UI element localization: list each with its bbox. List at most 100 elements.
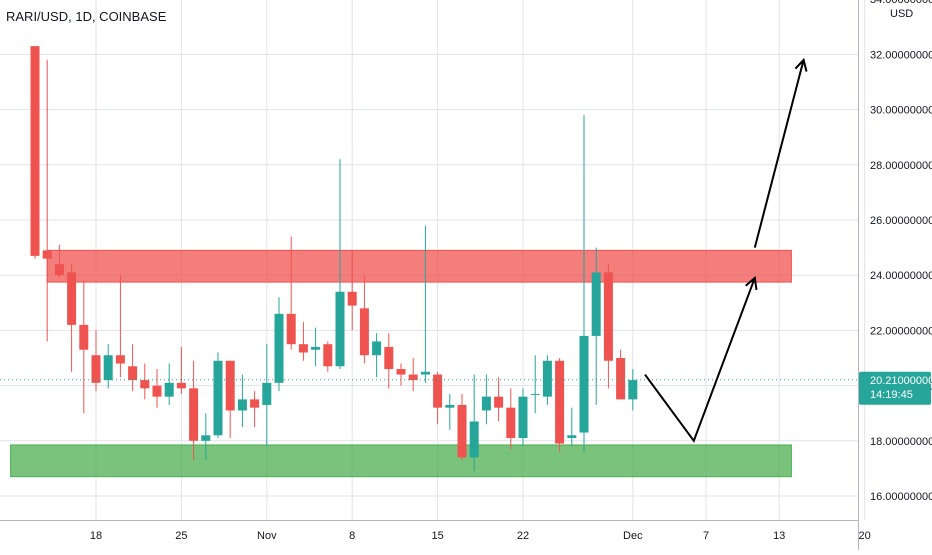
candle-body bbox=[348, 292, 357, 306]
current-price-value: 20.21000000 bbox=[870, 375, 932, 387]
candle-down bbox=[604, 264, 613, 388]
candle-down bbox=[79, 281, 88, 413]
candle-body bbox=[519, 397, 528, 438]
candle-body bbox=[189, 388, 198, 440]
candle-body bbox=[43, 250, 52, 258]
candle-down bbox=[226, 361, 235, 438]
time-tick-label: 25 bbox=[175, 530, 187, 542]
candle-down bbox=[494, 377, 503, 421]
candle-up bbox=[262, 344, 271, 446]
candle-body bbox=[153, 386, 162, 397]
price-tick-label: 34.00000000 bbox=[870, 0, 932, 6]
time-tick-label: 18 bbox=[90, 530, 102, 542]
candle-up bbox=[372, 333, 381, 377]
candle-body bbox=[104, 355, 113, 380]
symbol-title: RARI/USD, 1D, COINBASE bbox=[6, 9, 166, 24]
candle-down bbox=[67, 264, 76, 372]
time-tick-label: Nov bbox=[257, 530, 277, 542]
candle-down bbox=[92, 330, 101, 391]
candle-body bbox=[238, 399, 247, 410]
candle-body bbox=[287, 314, 296, 344]
candle-body bbox=[323, 344, 332, 366]
price-unit-label: USD bbox=[890, 8, 913, 20]
time-tick-label: 13 bbox=[773, 530, 785, 542]
candle-body bbox=[92, 355, 101, 383]
candle-body bbox=[384, 347, 393, 369]
candle-body bbox=[79, 325, 88, 350]
price-tick-label: 22.00000000 bbox=[870, 325, 932, 337]
candle-down bbox=[458, 394, 467, 460]
price-tick-label: 28.00000000 bbox=[870, 160, 932, 172]
resistance-zone bbox=[47, 250, 791, 282]
candle-body bbox=[250, 399, 259, 407]
candle-up bbox=[275, 297, 284, 391]
candle-body bbox=[31, 46, 40, 256]
time-tick-label: Dec bbox=[623, 530, 643, 542]
candle-up bbox=[580, 115, 589, 452]
candle-up bbox=[421, 226, 430, 383]
candle-body bbox=[201, 435, 210, 441]
candle-up bbox=[214, 352, 223, 438]
candle-body bbox=[445, 405, 454, 408]
candle-body bbox=[336, 292, 345, 367]
bar-countdown: 14:19:45 bbox=[870, 389, 913, 401]
candle-body bbox=[116, 355, 125, 363]
candle-body bbox=[214, 361, 223, 436]
candle-up bbox=[531, 355, 540, 413]
candle-body bbox=[177, 383, 186, 389]
candle-down bbox=[616, 350, 625, 400]
candle-body bbox=[55, 264, 64, 275]
candle-body bbox=[311, 347, 320, 350]
candle-body bbox=[482, 397, 491, 411]
price-tick-label: 30.00000000 bbox=[870, 105, 932, 117]
candle-down bbox=[409, 358, 418, 391]
candle-down bbox=[43, 60, 52, 342]
candle-body bbox=[604, 272, 613, 360]
time-tick-label: 8 bbox=[349, 530, 355, 542]
candle-body bbox=[397, 369, 406, 375]
price-tick-label: 32.00000000 bbox=[870, 49, 932, 61]
candle-down bbox=[116, 275, 125, 377]
time-tick-label: 15 bbox=[431, 530, 443, 542]
candle-down bbox=[397, 364, 406, 386]
price-tick-label: 24.00000000 bbox=[870, 270, 932, 282]
candle-body bbox=[409, 375, 418, 381]
candle-up bbox=[104, 344, 113, 388]
candle-up bbox=[519, 388, 528, 446]
candle-up bbox=[238, 375, 247, 427]
price-tick-label: 26.00000000 bbox=[870, 215, 932, 227]
time-tick-label: 20 bbox=[858, 530, 870, 542]
candle-up bbox=[470, 375, 479, 472]
candle-body bbox=[506, 408, 515, 438]
candle-body bbox=[616, 358, 625, 399]
candle-body bbox=[299, 344, 308, 352]
candle-body bbox=[262, 383, 271, 405]
time-tick-label: 7 bbox=[703, 530, 709, 542]
candle-down bbox=[299, 322, 308, 361]
candle-up bbox=[445, 394, 454, 430]
candle-down bbox=[177, 347, 186, 394]
price-axis[interactable]: 16.0000000018.0000000020.0000000022.0000… bbox=[859, 0, 932, 550]
support-zone bbox=[11, 445, 792, 477]
candle-body bbox=[531, 394, 540, 395]
candle-down bbox=[31, 46, 40, 259]
price-tick-label: 16.00000000 bbox=[870, 491, 932, 503]
candle-down bbox=[555, 358, 564, 452]
candle-body bbox=[543, 361, 552, 397]
candle-down bbox=[506, 388, 515, 449]
candle-down bbox=[323, 341, 332, 371]
candle-up bbox=[482, 375, 491, 425]
candle-down bbox=[250, 391, 259, 427]
candle-body bbox=[555, 361, 564, 444]
candle-body bbox=[128, 366, 137, 380]
price-tick-label: 18.00000000 bbox=[870, 436, 932, 448]
candle-body bbox=[421, 372, 430, 375]
candle-up bbox=[311, 328, 320, 367]
candle-down bbox=[360, 275, 369, 363]
candle-body bbox=[580, 336, 589, 433]
candle-body bbox=[226, 361, 235, 411]
candle-body bbox=[140, 380, 149, 388]
